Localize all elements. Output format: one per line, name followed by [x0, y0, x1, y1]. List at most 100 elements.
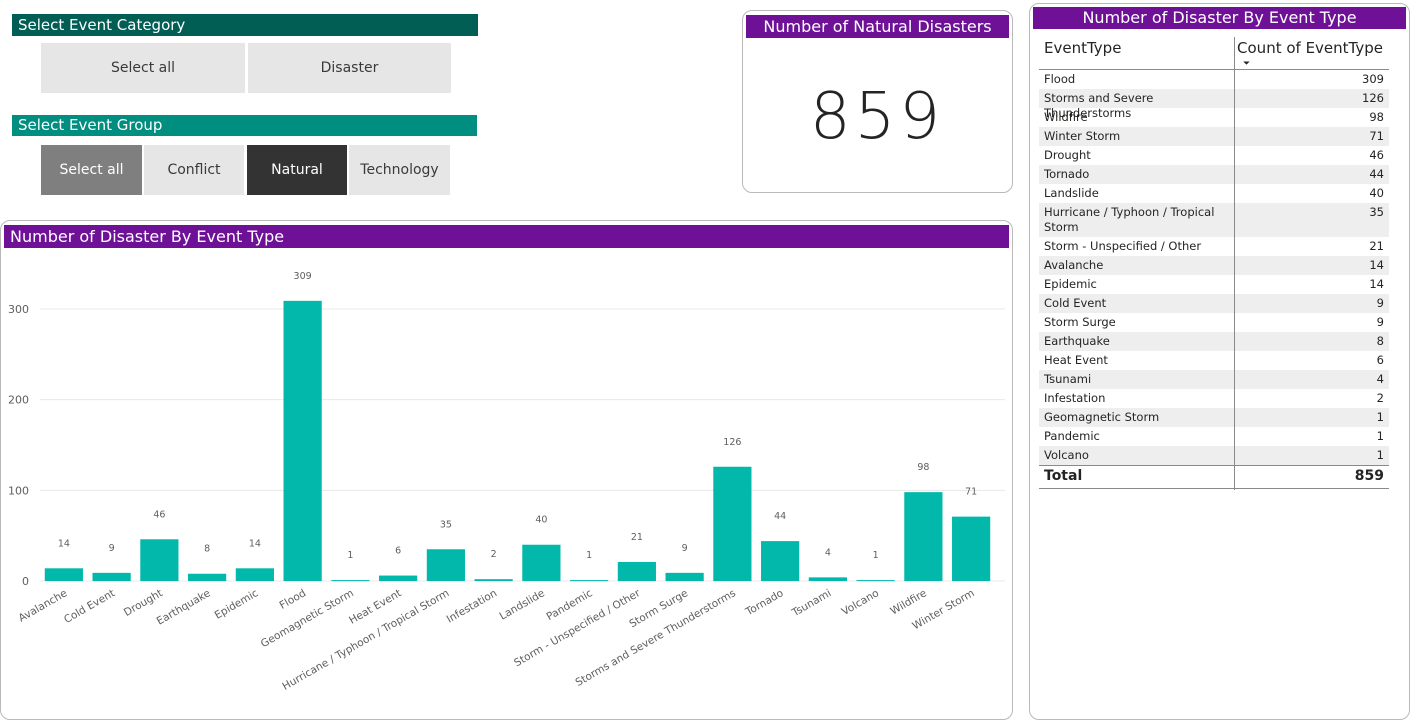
row-event-type: Geomagnetic Storm: [1044, 410, 1160, 424]
category-disaster-button[interactable]: Disaster: [248, 43, 451, 93]
table-row[interactable]: Storms and Severe Thunderstorms 126: [1039, 89, 1389, 120]
row-count: 2: [1376, 391, 1384, 405]
table-row[interactable]: Landslide 40: [1039, 184, 1389, 203]
x-tick-label: Hurricane / Typhoon / Tropical Storm: [280, 587, 451, 693]
data-label: 1: [873, 550, 879, 561]
table-row[interactable]: Storm - Unspecified / Other 21: [1039, 237, 1389, 256]
table-row[interactable]: Storm Surge 9: [1039, 313, 1389, 332]
row-count: 46: [1369, 148, 1384, 162]
table-row[interactable]: Tsunami 4: [1039, 370, 1389, 389]
x-tick-label: Landslide: [498, 587, 547, 622]
table-card: [1029, 3, 1410, 720]
row-event-type: Infestation: [1044, 391, 1106, 405]
row-event-type: Volcano: [1044, 448, 1089, 462]
row-count: 309: [1362, 72, 1384, 86]
row-event-type: Hurricane / Typhoon / Tropical Storm: [1044, 205, 1215, 234]
row-count: 1: [1376, 410, 1384, 424]
bar: [952, 516, 991, 581]
group-conflict-button[interactable]: Conflict: [144, 145, 244, 195]
table-row[interactable]: Infestation 2: [1039, 389, 1389, 408]
row-event-type: Winter Storm: [1044, 129, 1121, 143]
row-event-type: Tsunami: [1044, 372, 1092, 386]
bar: [474, 579, 513, 581]
table-row[interactable]: Tornado 44: [1039, 165, 1389, 184]
data-label: 40: [535, 515, 547, 526]
x-tick-label: Flood: [277, 587, 308, 612]
row-event-type: Heat Event: [1044, 353, 1108, 367]
row-event-type: Pandemic: [1044, 429, 1100, 443]
row-count: 8: [1376, 334, 1384, 348]
category-select-all-button[interactable]: Select all: [41, 43, 245, 93]
row-count: 44: [1369, 167, 1384, 181]
data-label: 1: [586, 550, 592, 561]
row-event-type: Wildfire: [1044, 110, 1088, 124]
table-row[interactable]: Epidemic 14: [1039, 275, 1389, 294]
x-tick-label: Earthquake: [155, 587, 213, 627]
bar: [235, 568, 274, 581]
x-tick-label: Tornado: [743, 587, 786, 619]
table-row[interactable]: Pandemic 1: [1039, 427, 1389, 446]
row-event-type: Storm Surge: [1044, 315, 1116, 329]
x-tick-label: Cold Event: [62, 587, 117, 626]
table-title: Number of Disaster By Event Type: [1033, 7, 1406, 29]
data-label: 8: [204, 544, 210, 555]
x-tick-label: Infestation: [445, 587, 500, 625]
table-row[interactable]: Flood 309: [1039, 70, 1389, 89]
table-row[interactable]: Cold Event 9: [1039, 294, 1389, 313]
kpi-value: 859: [809, 80, 945, 154]
table-row[interactable]: Avalanche 14: [1039, 256, 1389, 275]
row-event-type: Landslide: [1044, 186, 1099, 200]
x-tick-label: Wildfire: [888, 587, 928, 617]
bar: [808, 577, 847, 581]
table-row[interactable]: Drought 46: [1039, 146, 1389, 165]
chart-title: Number of Disaster By Event Type: [4, 225, 1009, 248]
bar: [713, 466, 752, 581]
bar: [570, 580, 609, 582]
data-label: 71: [965, 487, 977, 498]
row-count: 14: [1369, 277, 1384, 291]
bar: [761, 541, 800, 581]
group-select-all-button[interactable]: Select all: [41, 145, 142, 195]
event-type-table: EventType Count of EventType ⏷ Flood 309 S…: [1039, 32, 1389, 490]
group-technology-button[interactable]: Technology: [349, 145, 450, 195]
bar: [188, 573, 227, 581]
row-event-type: Earthquake: [1044, 334, 1110, 348]
data-label: 14: [58, 538, 70, 549]
table-row[interactable]: Wildfire 98: [1039, 108, 1389, 127]
bar: [92, 572, 131, 581]
row-event-type: Tornado: [1044, 167, 1090, 181]
bar: [331, 580, 370, 582]
table-row[interactable]: Winter Storm 71: [1039, 127, 1389, 146]
chart-card: [0, 220, 1013, 720]
column-header-eventtype[interactable]: EventType: [1044, 39, 1122, 57]
data-label: 9: [682, 543, 688, 554]
row-event-type: Storm - Unspecified / Other: [1044, 239, 1202, 253]
bar: [665, 572, 704, 581]
x-tick-label: Epidemic: [213, 587, 261, 622]
group-natural-button[interactable]: Natural: [247, 145, 347, 195]
table-row[interactable]: Geomagnetic Storm 1: [1039, 408, 1389, 427]
table-row[interactable]: Hurricane / Typhoon / Tropical Storm 35: [1039, 203, 1389, 237]
x-tick-label: Avalanche: [17, 587, 70, 624]
bar: [140, 539, 179, 581]
row-count: 1: [1376, 448, 1384, 462]
row-count: 98: [1369, 110, 1384, 124]
total-label: Total: [1044, 468, 1083, 484]
row-count: 14: [1369, 258, 1384, 272]
data-label: 14: [249, 538, 261, 549]
row-event-type: Flood: [1044, 72, 1076, 86]
row-count: 9: [1376, 296, 1384, 310]
row-event-type: Avalanche: [1044, 258, 1104, 272]
table-row[interactable]: Volcano 1: [1039, 446, 1389, 465]
y-tick-label: 0: [22, 575, 29, 588]
table-row[interactable]: Earthquake 8: [1039, 332, 1389, 351]
column-header-count[interactable]: Count of EventType: [1237, 39, 1383, 57]
table-row[interactable]: Heat Event 6: [1039, 351, 1389, 370]
y-tick-label: 200: [8, 394, 29, 407]
sort-descending-icon: ⏷: [1243, 59, 1251, 69]
x-tick-label: Volcano: [840, 587, 882, 618]
row-event-type: Cold Event: [1044, 296, 1107, 310]
y-tick-label: 300: [8, 303, 29, 316]
table-total-row: Total 859: [1039, 465, 1389, 489]
